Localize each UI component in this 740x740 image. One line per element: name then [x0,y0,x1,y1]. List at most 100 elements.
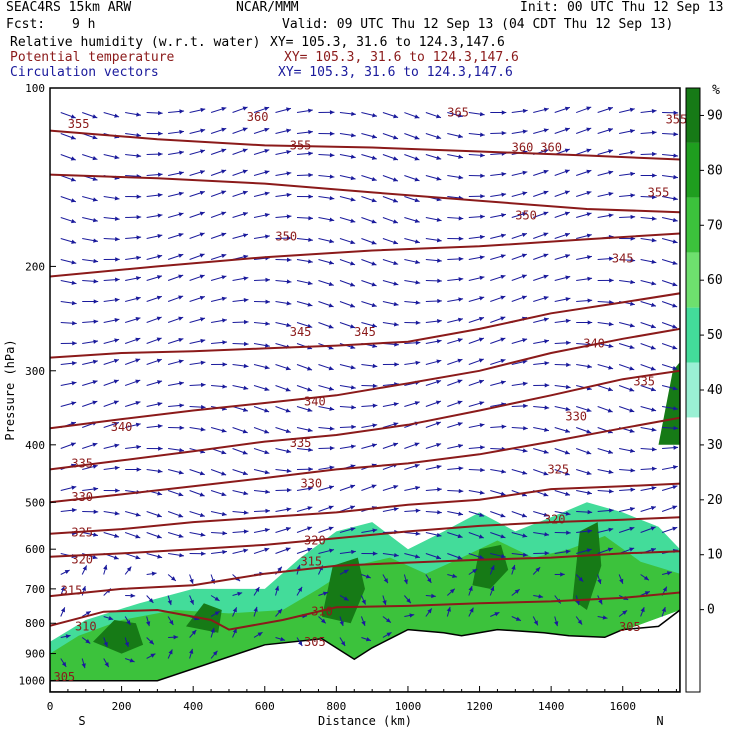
theta-contour-label: 315 [300,555,322,569]
wind-vector-head [500,233,506,238]
theta-contour-label: 320 [71,553,93,567]
wind-vector-head [393,402,399,407]
theta-contour-label: 325 [547,462,569,476]
wind-vector-head [587,276,593,282]
wind-vector-head [232,607,237,613]
wind-vector-head [650,324,656,329]
wind-vector-head [521,253,527,258]
wind-vector-head [431,593,436,599]
wind-vector-head [544,383,550,388]
wind-vector-head [651,238,657,243]
wind-vector-head [371,302,377,308]
wind-vector-head [643,575,649,581]
wind-vector-head [286,107,291,112]
wind-vector-head [221,491,227,497]
wind-vector-head [501,424,507,429]
x-axis-label: Distance (km) [318,714,412,728]
wind-vector-head [608,256,614,261]
wind-vector-head [135,296,141,301]
wind-vector-head [72,341,77,346]
wind-vector-head [199,295,205,300]
wind-vector-head [157,233,163,239]
colorbar-swatch [686,472,700,528]
wind-vector-head [126,620,131,625]
wind-vector-head [436,217,442,222]
wind-vector-head [371,282,377,287]
wind-vector-head [243,510,249,515]
wind-vector-head [458,277,464,282]
wind-vector-head [70,442,76,447]
wind-vector-head [383,578,388,584]
wind-vector-head [307,506,313,511]
wind-vector-head [124,642,129,647]
wind-vector-head [372,383,378,389]
wind-vector-head [307,302,313,307]
wind-vector-head [114,318,120,323]
wind-vector-head [151,571,157,576]
theta-contour-label: 340 [111,420,133,434]
wind-vector-head [308,467,313,472]
wind-vector-head [199,274,205,279]
wind-vector-head [406,598,411,604]
theta-contour-label: 355 [290,138,312,152]
wind-vector-head [178,212,184,217]
wind-vector-head [587,490,592,495]
wind-vector-head [630,487,636,492]
wind-vector-head [661,607,666,612]
wind-vector-head [243,529,249,534]
wind-vector-head [651,259,657,264]
wind-vector-head [221,253,227,259]
wind-vector-head [522,381,528,386]
wind-vector-head [436,238,442,243]
wind-vector-head [385,618,391,623]
wind-vector-head [242,429,248,434]
theta-contour-label: 360 [540,140,562,154]
wind-vector-head [242,450,248,455]
wind-vector-head [350,218,356,223]
wind-vector-head [365,574,371,579]
wind-vector-head [523,426,528,431]
wind-vector-head [651,281,657,286]
wind-vector-head [415,259,421,265]
wind-vector-head [500,534,506,539]
wind-vector-head [221,275,227,280]
wind-vector-head [543,492,549,497]
wind-vector-head [136,444,142,450]
theta-contour-label: 350 [275,229,297,243]
wind-vector-head [522,533,528,538]
wind-vector-head [136,276,141,281]
wind-vector-head [93,509,99,514]
wind-vector-head [135,400,141,406]
wind-vector-head [629,408,635,413]
wind-vector-head [264,149,270,154]
wind-vector-head [157,554,163,559]
wind-vector-head [437,487,442,492]
wind-vector-head [285,428,291,434]
wind-vector-head [135,534,141,539]
wind-vector-head [651,109,657,114]
wind-vector-head [157,172,163,177]
wind-vector-head [501,172,507,177]
wind-vector-head [543,274,549,279]
wind-vector-head [81,663,86,669]
theta-contour-315 [50,550,680,598]
wind-vector-head [543,449,549,454]
wind-vector-head [199,190,205,195]
wind-vector-head [243,548,249,553]
wind-vector-head [136,153,142,158]
wind-vector-head [629,448,635,453]
wind-vector-head [565,428,571,433]
wind-vector-head [372,423,378,428]
colorbar-swatch [686,637,700,692]
wind-vector-head [329,239,335,244]
wind-vector-head [178,274,184,279]
wind-vector-head [629,344,635,349]
wind-vector-head [361,599,366,605]
theta-contour-330 [50,416,680,504]
wind-vector-head [242,106,248,111]
wind-vector-head [500,554,506,559]
wind-vector-head [114,511,120,516]
fcst-value: 9 h [72,17,96,32]
wind-vector-head [201,551,206,556]
wind-vector-head [308,129,313,135]
